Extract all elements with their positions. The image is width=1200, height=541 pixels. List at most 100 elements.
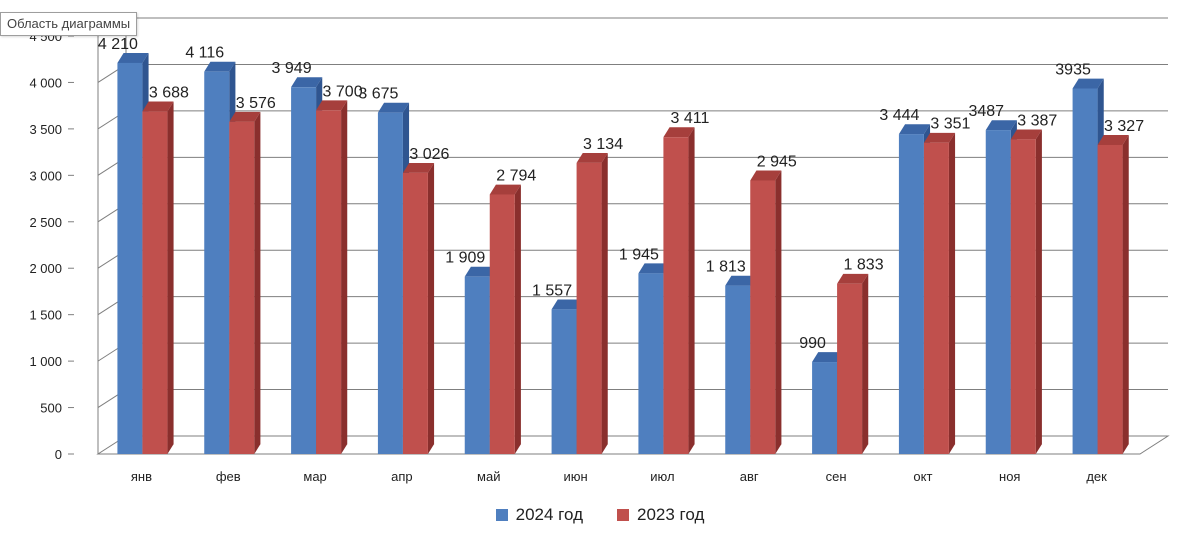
- y-tick-label: 2 500: [29, 215, 62, 230]
- bar-2023-side: [1122, 135, 1129, 455]
- y-tick-label: 1 000: [29, 354, 62, 369]
- bar-2023: [142, 101, 174, 454]
- bar-2023-top: [663, 127, 695, 138]
- bar-2023-top: [750, 170, 782, 181]
- bar-2023-side: [948, 132, 956, 454]
- bar-2023-front: [316, 110, 342, 455]
- bar-2024-top: [377, 102, 410, 113]
- bar-2023: [750, 170, 782, 455]
- legend-swatch-2024: [495, 509, 508, 521]
- bar-2023-side: [862, 273, 869, 454]
- bar-2024-top: [812, 352, 844, 363]
- legend-label-2024: 2024 год: [515, 505, 583, 524]
- bar-2023-side: [167, 101, 174, 454]
- data-label-2024: 1 813: [706, 259, 746, 276]
- bar-2024-front: [638, 273, 664, 454]
- bar-2024-front: [117, 62, 143, 455]
- data-label-2023: 3 327: [1104, 118, 1144, 135]
- bar-2023-side: [254, 111, 261, 455]
- legend-swatch-2023: [617, 509, 629, 521]
- bar-2023-front: [663, 137, 689, 454]
- bar-2024-top: [464, 266, 496, 277]
- bar-2023-top: [142, 101, 174, 112]
- x-tick-label: авг: [740, 469, 759, 484]
- x-tick-label: июн: [563, 469, 587, 484]
- bar-2023-side: [341, 100, 348, 455]
- data-label-2023: 3 688: [149, 84, 189, 101]
- bar-2023-front: [142, 111, 168, 454]
- bar-2023-top: [576, 152, 608, 163]
- data-label-2023: 3 026: [409, 146, 449, 163]
- bar-2024-front: [1072, 88, 1098, 454]
- data-label-2024: 3487: [968, 103, 1004, 120]
- bar-2023-top: [837, 273, 869, 284]
- data-label-2024: 3 949: [272, 60, 312, 77]
- y-tick-label: 500: [40, 401, 62, 416]
- bar-2023: [837, 273, 869, 454]
- bar-2023-top: [1010, 129, 1042, 140]
- data-label-2023: 2 945: [757, 153, 797, 170]
- bar-2023-top: [1097, 135, 1129, 145]
- bar-2023: [489, 184, 521, 454]
- data-label-2024: 4 116: [185, 45, 224, 62]
- bar-2024-front: [464, 276, 490, 454]
- bar-2024-top: [204, 61, 236, 72]
- bar-2023: [1097, 135, 1129, 455]
- x-tick-label: ноя: [999, 469, 1020, 484]
- bar-2023-top: [402, 163, 435, 173]
- bar-2023-top: [923, 132, 956, 143]
- data-label-2024: 3 675: [358, 86, 398, 103]
- data-label-2023: 3 351: [930, 116, 970, 133]
- data-label-2023: 3 134: [583, 136, 623, 153]
- x-tick-label: май: [477, 469, 500, 484]
- bar-2024-front: [898, 134, 924, 454]
- data-label-2024: 4 210: [98, 36, 138, 53]
- chart-area-tooltip: Область диаграммы: [0, 12, 138, 36]
- bar-2023-side: [1035, 129, 1042, 454]
- bar-2023: [923, 132, 956, 454]
- data-label-2024: 1 945: [619, 246, 659, 263]
- bars: [117, 53, 1129, 455]
- x-tick-label: фев: [216, 469, 241, 484]
- bar-2024-front: [204, 71, 230, 454]
- bar-2023: [1010, 129, 1042, 455]
- bar-2024-top: [117, 53, 149, 63]
- bar-2023-front: [402, 172, 428, 455]
- bar-2023-top: [316, 100, 348, 111]
- bar-2023: [663, 127, 695, 455]
- bar-2023-front: [837, 283, 863, 454]
- x-tick-label: мар: [303, 469, 326, 484]
- bar-2024-top: [725, 275, 757, 286]
- data-label-2024: 3935: [1055, 61, 1091, 78]
- y-tick-label: 3 500: [29, 122, 62, 137]
- bar-2024-front: [291, 87, 317, 455]
- data-label-2023: 3 411: [670, 110, 709, 127]
- data-label-2023: 3 700: [323, 83, 363, 100]
- bar-2024-front: [377, 112, 403, 454]
- bar-2023-front: [1010, 139, 1036, 455]
- bar-2023-top: [489, 184, 521, 195]
- x-tick-label: сен: [826, 469, 847, 484]
- bar-2024-front: [812, 362, 838, 454]
- data-label-2023: 3 387: [1017, 112, 1057, 129]
- bar-2023: [229, 111, 261, 455]
- bar-2023-front: [489, 194, 515, 454]
- x-tick-label: окт: [913, 469, 932, 484]
- bar-2024-front: [725, 285, 751, 454]
- y-tick-label: 4 000: [29, 75, 62, 90]
- legend-label-2023: 2023 год: [637, 505, 705, 524]
- bar-2024-top: [551, 299, 583, 310]
- bar-2023-side: [688, 127, 695, 455]
- bar-2023-front: [576, 162, 602, 454]
- bar-2024-front: [551, 309, 577, 454]
- bar-2024-front: [985, 130, 1011, 455]
- bar-2023-front: [923, 142, 949, 454]
- bar-2024-top: [985, 120, 1017, 131]
- data-label-2024: 3 444: [879, 107, 919, 124]
- bar-2024-top: [291, 77, 323, 88]
- bar-2023-front: [229, 121, 255, 454]
- x-tick-label: янв: [131, 469, 152, 484]
- data-label-2023: 2 794: [496, 167, 536, 184]
